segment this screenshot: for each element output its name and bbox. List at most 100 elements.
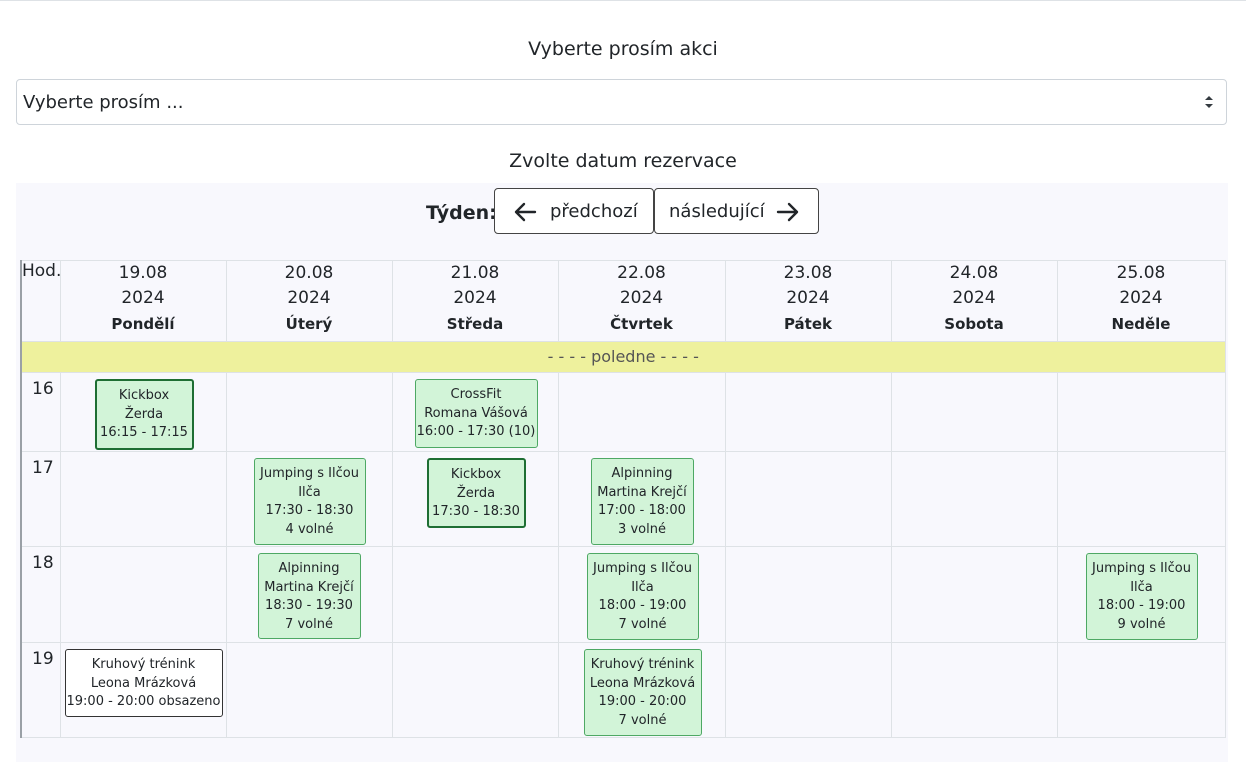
day-header-friday: 23.08 2024 Pátek [724,260,892,342]
calendar-cell [1056,372,1226,452]
event-select-value: Vyberte prosím ... [23,92,184,113]
calendar-cell: Kickbox Žerda 17:30 - 18:30 [391,451,559,547]
hour-label: 19 [20,642,61,738]
event-select-label: Vyberte prosím akci [528,38,718,60]
week-navigation: Týden: předchozí následující [0,188,1246,236]
top-divider [0,0,1246,1]
event-trainer: Leona Mrázková [90,675,197,691]
event-title: CrossFit [450,387,502,402]
calendar-cell [890,642,1058,738]
hour-row-18: 18 Alpinning Martina Krejčí 18:30 - 19:3… [20,546,1226,643]
calendar-cell [724,372,892,452]
day-year: 2024 [121,288,165,308]
day-year: 2024 [952,288,996,308]
hour-label: 18 [20,546,61,643]
event-trainer: Martina Krejčí [597,484,687,500]
previous-week-button[interactable]: předchozí [494,188,654,234]
day-date: 20.08 [284,263,334,283]
event-time: 17:30 - 18:30 [432,504,520,519]
day-year: 2024 [1119,288,1163,308]
noon-divider-row: - - - - poledne - - - - [20,341,1226,373]
day-header-tuesday: 20.08 2024 Úterý [225,260,393,342]
event-crossfit-wed-16[interactable]: CrossFit Romana Vášová 16:00 - 17:30 (10… [414,379,538,448]
day-header-sunday: 25.08 2024 Neděle [1056,260,1226,342]
event-time: 17:00 - 18:00 [598,503,686,518]
day-name: Čtvrtek [610,315,673,333]
event-time: 16:15 - 17:15 [100,425,188,440]
event-trainer: Žerda [456,485,496,501]
event-time: 17:30 - 18:30 [265,503,354,518]
hour-row-17: 17 Jumping s Ilčou Ilča 17:30 - 18:30 4 … [20,451,1226,547]
event-kickbox-wed-17[interactable]: Kickbox Žerda 17:30 - 18:30 [426,458,526,528]
event-alpinning-tue-18[interactable]: Alpinning Martina Krejčí 18:30 - 19:30 7… [257,553,361,639]
event-kruhovy-thu-19[interactable]: Kruhový trénink Leona Mrázková 19:00 - 2… [583,649,702,736]
calendar-cell: Kickbox Žerda 16:15 - 17:15 [59,372,227,452]
event-capacity: 7 volné [285,616,333,632]
day-header-saturday: 24.08 2024 Sobota [890,260,1058,342]
event-title: Jumping s Ilčou [260,466,359,481]
calendar-cell [391,546,559,643]
calendar-cell [59,546,227,643]
calendar-cell: CrossFit Romana Vášová 16:00 - 17:30 (10… [391,372,559,452]
calendar-cell [890,372,1058,452]
week-calendar: Hod. 19.08 2024 Pondělí 20.08 2024 Úterý… [20,260,1226,738]
event-capacity: 7 volné [618,616,667,632]
event-title: Alpinning [611,466,673,481]
day-header-monday: 19.08 2024 Pondělí [59,260,227,342]
event-time: 18:30 - 19:30 [265,598,353,613]
calendar-cell [557,372,726,452]
calendar-cell [1056,642,1226,738]
arrow-right-icon [776,202,799,222]
event-select[interactable]: Vyberte prosím ... [16,79,1227,125]
calendar-cell: Alpinning Martina Krejčí 18:30 - 19:30 7… [225,546,393,643]
event-title: Kickbox [118,388,170,403]
calendar-cell [890,546,1058,643]
event-trainer: Leona Mrázková [589,675,696,691]
hour-row-16: 16 Kickbox Žerda 16:15 - 17:15 CrossFit … [20,372,1226,452]
day-date: 19.08 [118,263,168,283]
calendar-cell [391,642,559,738]
event-title: Kickbox [450,467,502,482]
date-select-label: Zvolte datum rezervace [509,150,737,172]
event-time: 16:00 - 17:30 (10) [416,424,536,439]
calendar-cell [1056,451,1226,547]
calendar-cell: Kruhový trénink Leona Mrázková 19:00 - 2… [557,642,726,738]
event-title: Jumping s Ilčou [593,561,692,576]
event-title: Kruhový trénink [590,657,695,672]
hour-column-header: Hod. [20,260,61,342]
event-trainer: Ilča [1130,579,1153,595]
event-capacity: 7 volné [618,712,667,728]
day-year: 2024 [287,288,331,308]
event-jumping-thu-18[interactable]: Jumping s Ilčou Ilča 18:00 - 19:00 7 vol… [586,553,699,640]
day-header-row: Hod. 19.08 2024 Pondělí 20.08 2024 Úterý… [20,260,1226,342]
hour-row-19: 19 Kruhový trénink Leona Mrázková 19:00 … [20,642,1226,738]
day-name: Neděle [1111,315,1171,333]
calendar-cell [724,642,892,738]
calendar-cell [724,546,892,643]
calendar-cell [724,451,892,547]
event-time: 19:00 - 20:00 [598,694,687,709]
previous-week-label: předchozí [550,201,638,222]
event-jumping-tue-17[interactable]: Jumping s Ilčou Ilča 17:30 - 18:30 4 vol… [253,458,366,545]
hour-label: 17 [20,451,61,547]
event-alpinning-thu-17[interactable]: Alpinning Martina Krejčí 17:00 - 18:00 3… [590,458,694,545]
calendar-cell: Alpinning Martina Krejčí 17:00 - 18:00 3… [557,451,726,547]
event-jumping-sun-18[interactable]: Jumping s Ilčou Ilča 18:00 - 19:00 9 vol… [1085,553,1198,640]
event-kruhovy-mon-19[interactable]: Kruhový trénink Leona Mrázková 19:00 - 2… [64,649,223,717]
day-date: 25.08 [1116,263,1166,283]
event-time: 19:00 - 20:00 obsazeno [66,694,221,709]
event-capacity: 9 volné [1117,616,1166,632]
event-capacity: 4 volné [285,521,334,537]
day-name: Pátek [783,315,833,333]
calendar-cell: Kruhový trénink Leona Mrázková 19:00 - 2… [59,642,227,738]
day-header-wednesday: 21.08 2024 Středa [391,260,559,342]
calendar-cell: Jumping s Ilčou Ilča 18:00 - 19:00 7 vol… [557,546,726,643]
event-time: 18:00 - 19:00 [1097,598,1186,613]
next-week-button[interactable]: následující [654,188,819,234]
event-kickbox-mon-16[interactable]: Kickbox Žerda 16:15 - 17:15 [94,379,194,450]
event-trainer: Romana Vášová [424,405,528,421]
calendar-cell [890,451,1058,547]
calendar-cell [225,642,393,738]
day-year: 2024 [453,288,497,308]
day-year: 2024 [619,288,664,308]
